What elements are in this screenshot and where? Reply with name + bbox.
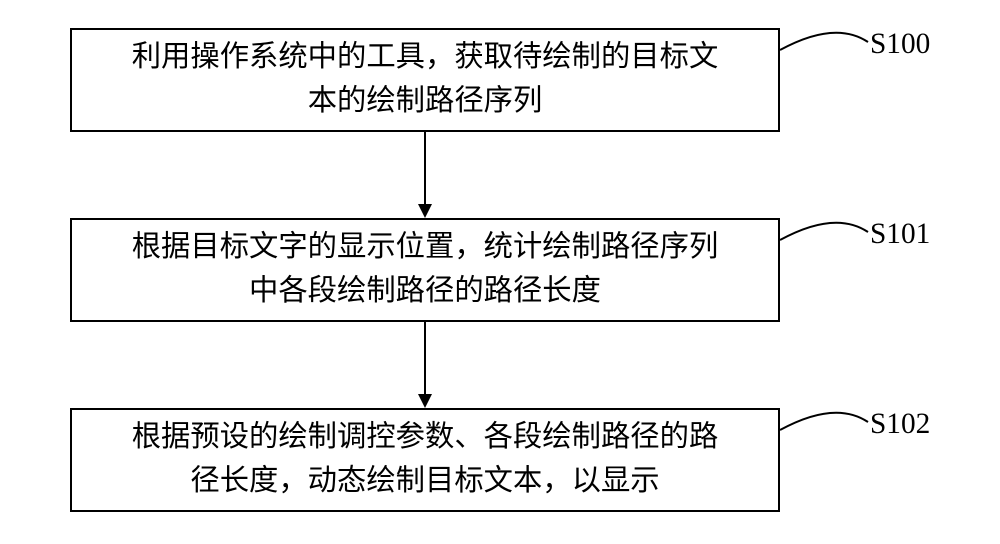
connector-path (780, 413, 868, 430)
step-label-s102: S102 (870, 408, 930, 441)
connector-s102 (0, 0, 1000, 544)
flowchart-canvas: 利用操作系统中的工具，获取待绘制的目标文本的绘制路径序列 S100 根据目标文字… (0, 0, 1000, 544)
